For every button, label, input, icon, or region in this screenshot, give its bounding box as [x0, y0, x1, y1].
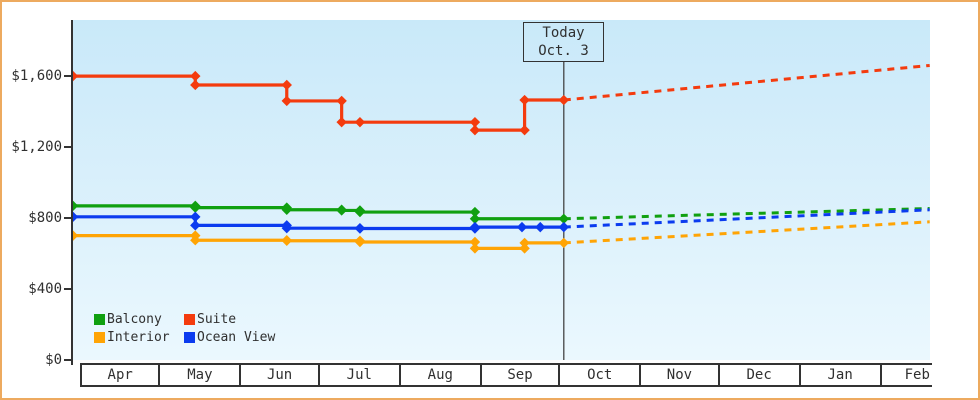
y-axis-tick	[64, 287, 71, 290]
chart-lines	[73, 62, 930, 360]
legend: Balcony Suite Interior Ocean View	[94, 312, 276, 345]
series-suite	[73, 63, 930, 136]
month-cell-oct: Oct	[558, 365, 639, 385]
today-flag-line2: Oct. 3	[538, 43, 589, 59]
month-cell-feb: Feb	[879, 365, 932, 385]
series-interior	[73, 220, 930, 254]
month-cell-jan: Jan	[798, 365, 880, 385]
month-cell-jun: Jun	[239, 365, 317, 385]
x-axis-month-row: Apr May Jun Jul Aug Sep Oct Nov Dec Jan Feb	[80, 363, 932, 387]
legend-label: Ocean View	[197, 330, 276, 345]
y-axis-label: $1,600	[11, 68, 62, 85]
legend-item-interior: Interior	[94, 330, 184, 345]
plot-area	[73, 20, 930, 360]
legend-swatch-icon	[94, 314, 105, 325]
legend-label: Interior	[107, 330, 170, 345]
month-cell-jul: Jul	[317, 365, 399, 385]
y-axis-tick	[64, 358, 71, 361]
today-flag: Today Oct. 3	[523, 22, 604, 62]
y-axis-label: $0	[45, 351, 62, 368]
y-axis-tick	[64, 146, 71, 148]
legend-swatch-icon	[94, 332, 105, 343]
month-cell-aug: Aug	[398, 365, 480, 385]
legend-item-balcony: Balcony	[94, 312, 184, 327]
series-ocean-view	[73, 208, 930, 234]
legend-item-suite: Suite	[184, 312, 275, 327]
legend-swatch-icon	[184, 314, 195, 325]
y-axis-label: $400	[28, 280, 62, 297]
month-cell-sep: Sep	[479, 365, 558, 385]
series-balcony	[73, 200, 930, 224]
y-axis-label: $800	[28, 209, 62, 226]
y-axis-line	[71, 20, 73, 365]
month-cell-apr: Apr	[80, 365, 158, 385]
legend-swatch-icon	[184, 332, 195, 343]
month-cell-may: May	[158, 365, 239, 385]
month-cell-dec: Dec	[717, 365, 799, 385]
legend-item-ocean-view: Ocean View	[184, 330, 276, 345]
y-axis-tick	[64, 216, 71, 219]
y-axis-tick	[64, 75, 71, 78]
y-axis-label: $1,200	[11, 139, 62, 155]
today-flag-line1: Today	[542, 25, 585, 41]
legend-label: Balcony	[107, 312, 162, 327]
month-cell-nov: Nov	[639, 365, 717, 385]
legend-label: Suite	[197, 312, 237, 327]
